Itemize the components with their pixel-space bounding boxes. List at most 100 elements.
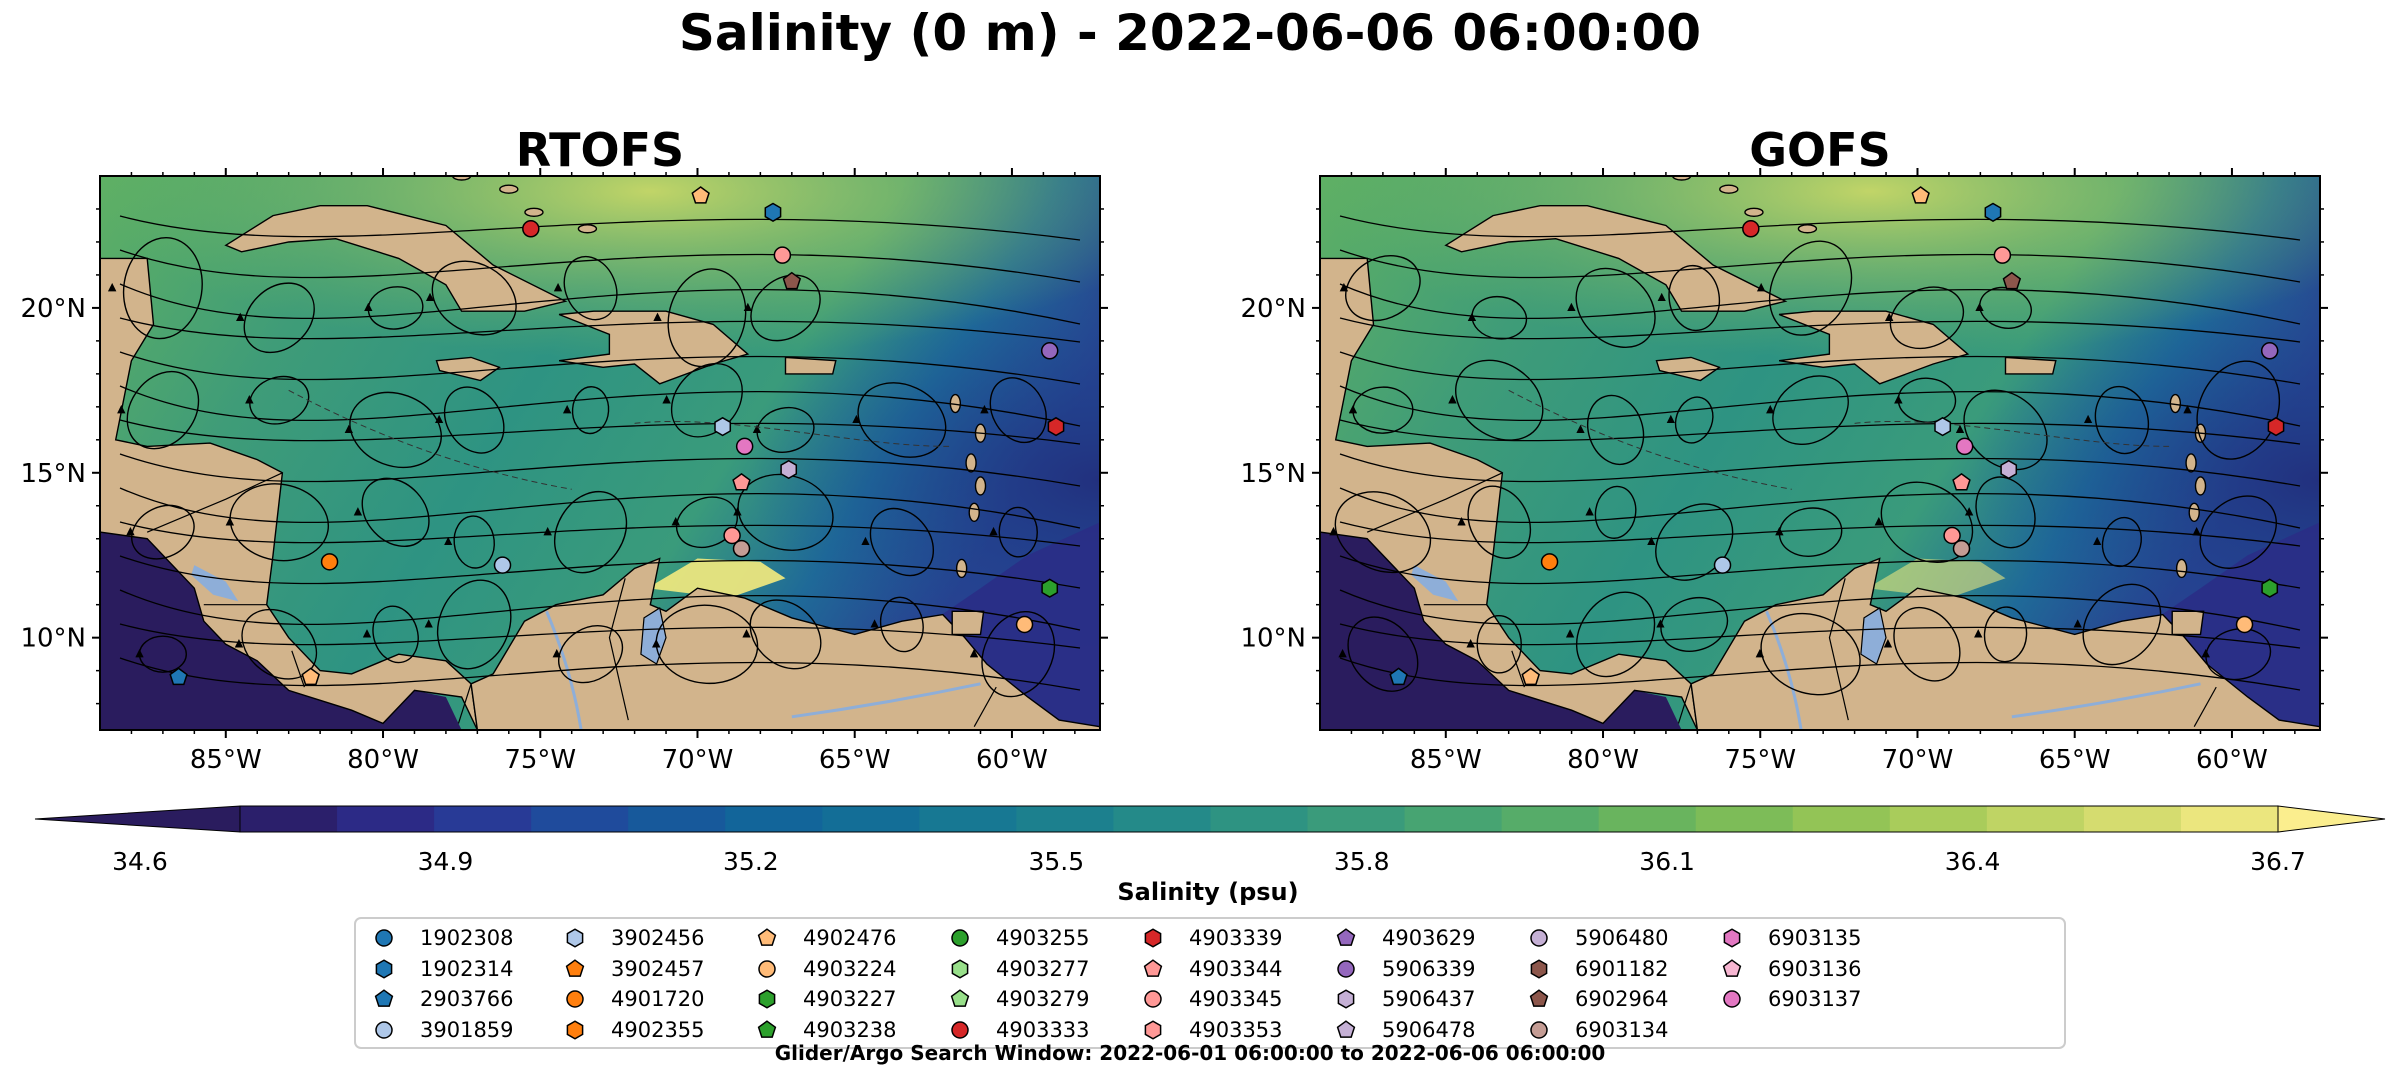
cuba <box>224 205 568 312</box>
colorbar-over-arrow <box>2277 805 2386 833</box>
lon-tick-label: 85°W <box>1410 745 1482 775</box>
float-marker-4903345 <box>723 526 741 545</box>
streamline-eddy <box>1467 485 1532 559</box>
float-marker-3901859 <box>493 556 512 574</box>
streamline <box>119 521 1081 547</box>
legend-marker-6903134 <box>1530 1021 1548 1039</box>
legend-entry: 4903344 <box>1143 957 1283 981</box>
legend-entry: 4903333 <box>951 1018 1090 1042</box>
pacific-ocean <box>1320 532 1682 730</box>
streamline <box>119 351 1081 385</box>
legend-entry: 6903137 <box>1723 987 1862 1011</box>
hispaniola <box>558 310 750 385</box>
bahamas-island <box>1744 207 1764 217</box>
streamline-eddy <box>229 483 330 562</box>
pacific-ocean <box>100 532 462 730</box>
streamline-eddy <box>1660 597 1729 652</box>
streamline <box>1339 215 2301 241</box>
legend-marker-4903279 <box>950 989 970 1007</box>
float-marker-4903339 <box>1047 416 1065 437</box>
float-marker-4903224 <box>1015 615 1034 634</box>
lon-tick-label: 85°W <box>190 745 262 775</box>
legend-marker-4903339 <box>1144 928 1162 948</box>
colorbar-tick-label: 34.6 <box>112 847 168 876</box>
float-marker-3901859 <box>1713 556 1732 574</box>
streamline-eddy <box>749 599 822 670</box>
figure-title: Salinity (0 m) - 2022-06-06 06:00:00 <box>679 4 1701 62</box>
legend-entry: 4903277 <box>951 957 1090 981</box>
colorbar-tick-label: 36.7 <box>2250 847 2306 876</box>
legend-entry: 4902476 <box>757 926 897 950</box>
colorbar-segment <box>1113 806 1211 832</box>
float-marker-3902456 <box>714 416 732 437</box>
streamline <box>119 589 1081 631</box>
streamline-eddy <box>361 477 430 547</box>
colorbar-segment <box>1501 806 1600 832</box>
legend-label: 4903333 <box>996 1018 1090 1042</box>
legend-label: 4903339 <box>1189 926 1283 950</box>
streamline-eddy <box>122 236 203 340</box>
streamline-eddy <box>367 286 424 330</box>
legend-marker-4903255 <box>951 929 969 947</box>
trinidad <box>951 610 985 636</box>
colorbar-tick-label: 35.5 <box>1028 847 1084 876</box>
country-border <box>457 683 472 724</box>
streamline <box>119 657 1081 691</box>
colorbar-frame <box>239 805 2279 833</box>
streamline <box>119 215 1081 241</box>
lesser-antilles-island <box>955 558 968 579</box>
legend-marker-4903277 <box>951 959 969 979</box>
legend-marker-6902964 <box>1529 989 1549 1007</box>
colorbar-segment <box>1210 806 1309 832</box>
trinidad <box>2171 610 2205 636</box>
legend-entry: 3901859 <box>375 1018 514 1042</box>
legend-entry: 4903279 <box>950 987 1090 1011</box>
country-border <box>1828 578 1849 721</box>
legend-marker-1902314 <box>375 959 393 979</box>
south-america <box>470 557 1100 730</box>
lat-tick-label: 15°N <box>1240 459 1306 489</box>
streamline <box>119 453 1081 487</box>
float-marker-1902314 <box>764 202 782 222</box>
legend-label: 4903353 <box>1189 1018 1283 1042</box>
streamline <box>1339 589 2301 631</box>
float-marker-4903339 <box>2267 416 2285 437</box>
float-marker-5906339 <box>2260 342 2279 360</box>
cuba <box>1444 205 1788 312</box>
float-marker-4903344 <box>732 472 751 491</box>
streamline <box>1339 555 2301 589</box>
colorbar-segment <box>628 806 726 832</box>
streamline <box>1339 317 2301 343</box>
streamline-eddy <box>670 362 743 438</box>
legend-entry: 6901182 <box>1530 957 1669 981</box>
streamline-eddy <box>1455 359 1544 441</box>
lesser-antilles-island <box>2185 453 2197 473</box>
streamline-eddy <box>1575 591 1656 678</box>
lon-tick-label: 60°W <box>976 745 1048 775</box>
bahamas-island <box>1797 224 1818 234</box>
coastal-high-salinity <box>1867 558 2006 599</box>
country-border <box>973 686 997 727</box>
lon-tick-label: 75°W <box>1724 745 1796 775</box>
jamaica <box>435 356 501 382</box>
axes-gofs: 85°W 80°W 75°W 70°W 65°W 60°W 20°N 15°N 10°N <box>1240 168 2328 775</box>
legend-label: 6903136 <box>1768 957 1862 981</box>
legend-entry: 4903227 <box>758 987 897 1011</box>
lon-tick-label: 65°W <box>819 745 891 775</box>
lon-tick-label: 70°W <box>1882 745 1954 775</box>
legend-marker-6901182 <box>1530 959 1548 979</box>
colorbar-tick-label: 34.9 <box>418 847 474 876</box>
legend-label: 4902476 <box>803 926 897 950</box>
float-marker-6903134 <box>732 539 751 558</box>
legend-entry: 6903136 <box>1722 957 1862 981</box>
streamline-eddy <box>349 391 442 469</box>
legend-label: 4903345 <box>1189 987 1283 1011</box>
lesser-antilles-island <box>965 453 977 473</box>
legend-marker-6903135 <box>1723 928 1741 948</box>
map-frame <box>1319 175 2321 731</box>
bahamas-island <box>1719 184 1739 194</box>
legend-label: 4903277 <box>996 957 1090 981</box>
bathymetry-contour <box>1508 389 1792 490</box>
legend-marker-4903224 <box>758 960 776 978</box>
colorbar-segment <box>434 806 532 832</box>
